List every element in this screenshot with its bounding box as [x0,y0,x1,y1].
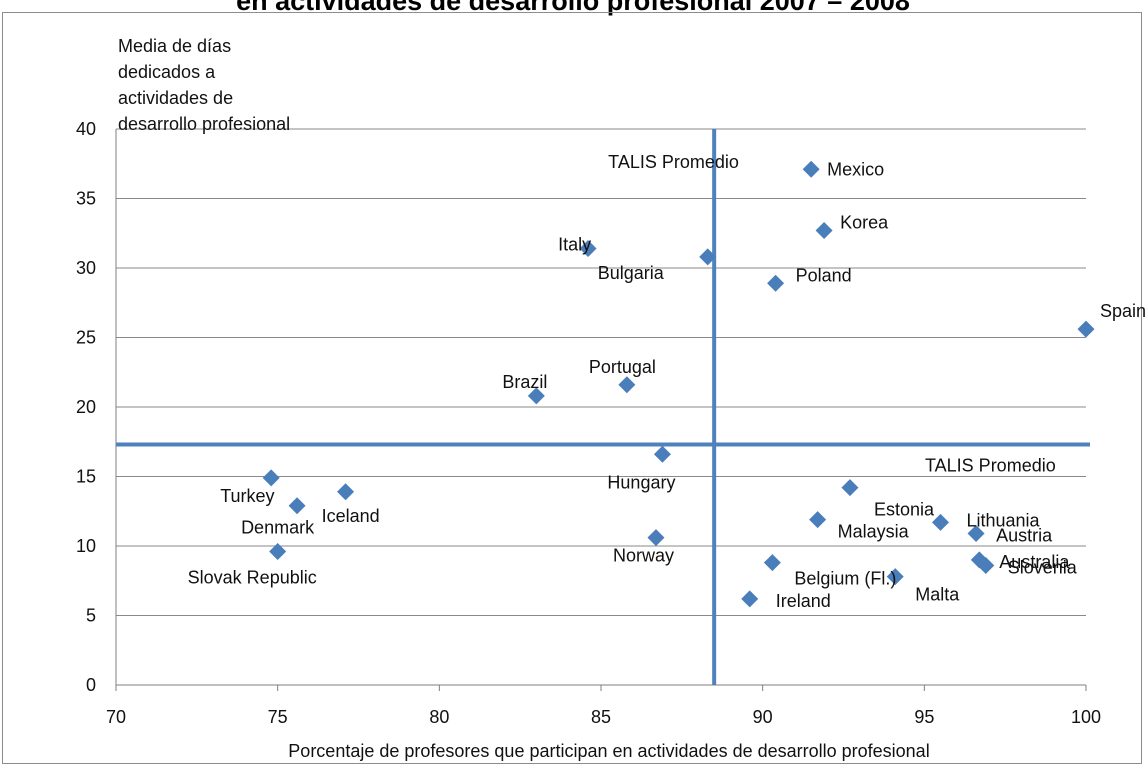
point-label: Portugal [589,357,656,377]
point-label: Hungary [607,472,675,492]
x-tick-label: 70 [106,707,126,727]
point-label: Spain [1100,301,1146,321]
x-tick-label: 90 [753,707,773,727]
y-axis-title-line: actividades de [118,88,233,108]
y-tick-label: 15 [76,467,96,487]
point-label: Austria [996,525,1053,545]
reference-line-vertical-label: TALIS Promedio [608,152,739,172]
point-label: Norway [613,546,674,566]
data-point [288,497,306,515]
data-point [763,554,781,572]
point-label: Poland [796,265,852,285]
y-tick-label: 30 [76,258,96,278]
point-label: Denmark [241,518,315,538]
data-point [579,240,597,258]
chart-frame [2,12,1142,764]
x-tick-label: 85 [591,707,611,727]
data-point [932,513,949,531]
point-label: Korea [840,212,889,232]
y-tick-label: 5 [86,606,96,626]
x-axis-title: Porcentaje de profesores que participan … [288,741,929,761]
data-point [841,479,859,497]
x-tick-label: 75 [268,707,288,727]
y-tick-label: 10 [76,536,96,556]
data-point [967,524,985,542]
data-point [767,274,785,292]
y-tick-label: 35 [76,189,96,209]
data-point [802,160,820,178]
y-tick-label: 40 [76,119,96,139]
data-point [699,248,717,266]
reference-lines [116,129,1090,685]
x-tick-label: 100 [1071,707,1101,727]
point-label: Italy [558,235,591,255]
point-labels: TALIS Promedio TALIS Promedio Mexico Korea I… [188,152,1146,611]
point-label: Iceland [322,506,380,526]
point-label: Slovak Republic [188,568,317,588]
axis-ticks: 0 5 10 15 20 25 30 35 40 70 75 80 85 90 95 100 [76,119,1101,727]
point-label: Estonia [874,500,935,520]
data-point [977,556,995,574]
point-label: Australia [999,552,1070,572]
y-axis-title-line: dedicados a [118,62,216,82]
data-point [269,543,287,561]
reference-line-horizontal-label: TALIS Promedio [925,456,1056,476]
point-label: Bulgaria [598,263,665,283]
data-point [1077,320,1095,338]
point-label: Malta [915,585,960,605]
data-point [741,590,759,608]
data-point [886,568,904,586]
data-point [337,483,355,501]
y-tick-label: 20 [76,397,96,417]
data-point [262,469,280,487]
point-label: Mexico [827,159,884,179]
y-tick-label: 0 [86,675,96,695]
point-label: Turkey [220,486,274,506]
data-point [647,529,665,547]
data-points [262,160,1095,608]
data-point [815,221,833,239]
data-point [653,445,671,463]
point-label: Brazil [502,372,547,392]
point-label: Ireland [776,591,831,611]
point-label: Belgium (Fl.) [794,569,896,589]
x-tick-label: 95 [914,707,934,727]
data-point [809,511,827,529]
data-point [618,376,636,394]
data-point [527,387,545,405]
point-label: Slovenia [1008,557,1078,577]
y-axis-title-line: desarrollo profesional [118,114,290,134]
x-tick-label: 80 [429,707,449,727]
y-axis-title-line: Media de días [118,36,231,56]
point-label: Lithuania [967,510,1041,530]
axis-titles: Porcentaje de profesores que participan … [118,36,930,761]
y-tick-label: 25 [76,328,96,348]
point-label: Malaysia [838,522,910,542]
